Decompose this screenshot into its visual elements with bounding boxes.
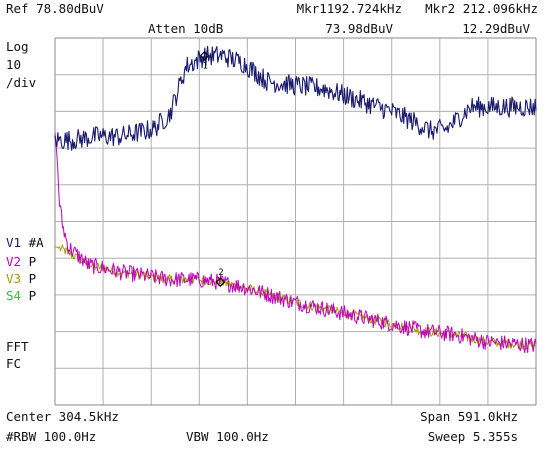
scale-per-div-unit: /div — [6, 75, 37, 90]
legend-v3: V3 P — [6, 271, 37, 286]
trace-v1 — [54, 45, 537, 151]
ref-level: Ref 78.80dBuV — [6, 1, 104, 16]
marker1-frequency: Mkr1192.724kHz — [296, 1, 402, 16]
marker1-amplitude: 73.98dBuV — [325, 21, 393, 36]
trace-v2 — [54, 132, 537, 354]
fft-indicator: FFT — [6, 339, 29, 354]
span: Span 591.0kHz — [420, 409, 518, 424]
scale-per-div-value: 10 — [6, 57, 22, 72]
marker-2-label: 2 — [218, 268, 223, 278]
center-frequency: Center 304.5kHz — [6, 409, 119, 424]
marker-1-label: 1 — [203, 62, 208, 72]
sweep-time: Sweep 5.355s — [427, 429, 518, 444]
legend-v2: V2 P — [6, 254, 37, 269]
marker2-frequency: Mkr2 212.096kHz — [425, 1, 538, 16]
vbw: VBW 100.0Hz — [186, 429, 269, 444]
fc-indicator: FC — [6, 356, 22, 371]
graticule — [54, 37, 537, 406]
rbw: #RBW 100.0Hz — [6, 429, 97, 444]
marker-2-diamond — [215, 277, 226, 287]
legend-v1: V1 #A — [6, 235, 44, 250]
attenuation: Atten 10dB — [148, 21, 224, 36]
marker2-amplitude: 12.29dBuV — [462, 21, 530, 36]
traces — [54, 45, 537, 354]
scale-type: Log — [6, 39, 29, 54]
legend-s4: S4 P — [6, 288, 37, 303]
markers: 12 — [199, 50, 226, 287]
marker-1-diamond — [199, 50, 210, 61]
